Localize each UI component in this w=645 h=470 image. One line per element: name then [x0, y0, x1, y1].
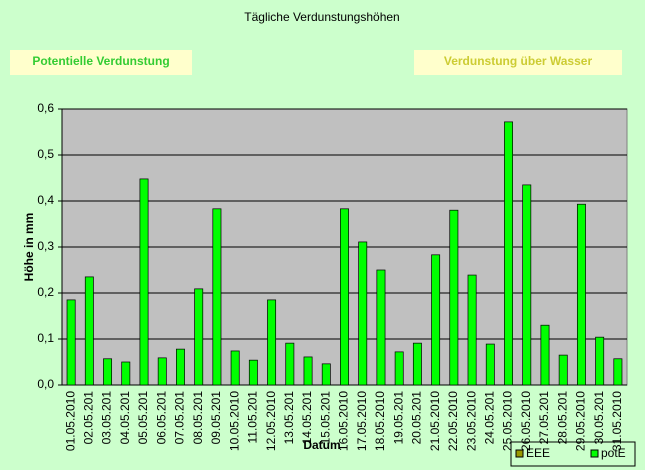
- bar: [66, 299, 76, 386]
- x-tick-label: 29.05.2010: [574, 391, 588, 451]
- chart-title: Tägliche Verdunstungshöhen: [244, 10, 399, 24]
- bar: [558, 354, 568, 386]
- y-tick-label: 0,5: [37, 147, 54, 161]
- x-tick-label: 07.05.201: [173, 391, 187, 445]
- x-tick-label: 23.05.2010: [464, 391, 478, 451]
- bar: [139, 178, 149, 386]
- bar: [157, 357, 167, 386]
- bar: [121, 361, 131, 386]
- y-tick-label: 0,2: [37, 285, 54, 299]
- bar: [176, 348, 185, 386]
- legend-swatch: [590, 449, 599, 458]
- legend-label: potE: [601, 446, 626, 460]
- bar: [84, 276, 94, 386]
- x-tick-label: 18.05.2010: [373, 391, 387, 451]
- y-tick-label: 0,4: [37, 193, 54, 207]
- x-tick-label: 27.05.201: [537, 391, 551, 445]
- legend-swatch: [515, 449, 524, 458]
- bar: [467, 274, 477, 386]
- bar: [340, 208, 349, 386]
- legend-label: EEE: [526, 446, 550, 460]
- bar: [303, 356, 313, 386]
- bar: [212, 208, 222, 386]
- y-tick-label: 0,3: [37, 239, 54, 253]
- x-tick-label: 30.05.201: [592, 391, 606, 445]
- button-label[interactable]: Potentielle Verdunstung: [32, 54, 169, 68]
- bar: [103, 358, 113, 386]
- bar: [613, 358, 623, 386]
- x-axis-label: Datum: [303, 438, 340, 452]
- bar: [504, 121, 513, 386]
- x-tick-label: 08.05.201: [191, 391, 205, 445]
- bar: [230, 350, 240, 386]
- x-tick-label: 06.05.201: [154, 391, 168, 445]
- x-tick-label: 20.05.201: [410, 391, 424, 445]
- bar: [576, 203, 586, 386]
- bar: [358, 241, 368, 386]
- bar: [522, 184, 532, 386]
- x-tick-label: 13.05.201: [282, 391, 296, 445]
- button[interactable]: [10, 50, 192, 75]
- x-tick-label: 15.05.201: [318, 391, 332, 445]
- x-tick-label: 02.05.201: [82, 391, 96, 445]
- bar: [485, 343, 495, 386]
- bar: [595, 336, 605, 386]
- bar: [321, 363, 331, 386]
- x-tick-label: 03.05.201: [100, 391, 114, 445]
- bar: [394, 351, 404, 386]
- x-tick-label: 10.05.2010: [227, 391, 241, 451]
- bar: [431, 254, 441, 386]
- x-tick-label: 19.05.201: [391, 391, 405, 445]
- x-tick-label: 26.05.2010: [519, 391, 533, 451]
- x-tick-label: 14.05.201: [300, 391, 314, 445]
- x-tick-label: 21.05.2010: [428, 391, 442, 451]
- y-tick-label: 0,0: [37, 377, 54, 391]
- bar: [412, 342, 422, 386]
- bar: [267, 299, 277, 386]
- x-tick-label: 09.05.201: [209, 391, 223, 445]
- bar: [285, 342, 295, 386]
- x-tick-label: 04.05.201: [118, 391, 132, 445]
- x-tick-label: 28.05.201: [555, 391, 569, 445]
- x-tick-label: 17.05.2010: [355, 391, 369, 451]
- y-tick-label: 0,6: [37, 101, 54, 115]
- x-tick-label: 22.05.2010: [446, 391, 460, 451]
- x-tick-label: 12.05.2010: [264, 391, 278, 451]
- legend: [510, 441, 636, 467]
- x-tick-label: 01.05.2010: [63, 391, 77, 451]
- button[interactable]: [414, 50, 622, 75]
- x-tick-label: 11.05.201: [246, 391, 260, 444]
- x-tick-label: 05.05.201: [136, 391, 150, 445]
- x-tick-label: 24.05.201: [482, 391, 496, 445]
- x-tick-label: 16.05.2010: [337, 391, 351, 451]
- x-tick-label: 31.05.2010: [610, 391, 624, 451]
- button-label[interactable]: Verdunstung über Wasser: [444, 54, 593, 68]
- y-tick-label: 0,1: [37, 331, 54, 345]
- bar: [376, 269, 386, 386]
- y-axis-label: Höhe in mm: [22, 213, 36, 282]
- bar: [194, 288, 204, 386]
- bar: [248, 359, 258, 386]
- bar: [449, 209, 459, 386]
- x-tick-label: 25.05.2010: [501, 391, 515, 451]
- bar: [540, 324, 550, 386]
